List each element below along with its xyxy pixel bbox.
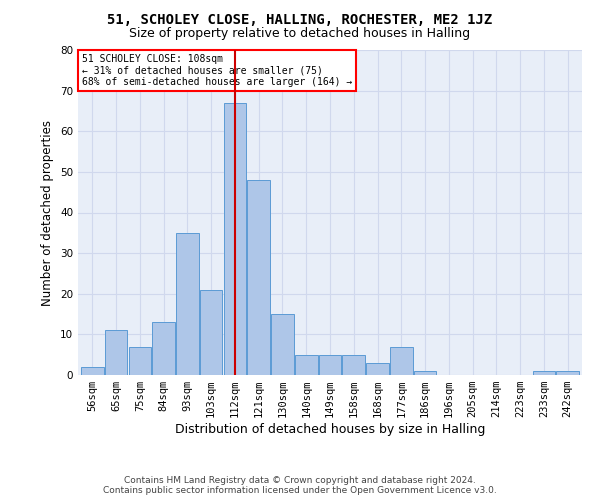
Bar [128,346,151,375]
Bar [366,363,389,375]
Bar [295,354,317,375]
Bar [533,371,555,375]
Text: 51 SCHOLEY CLOSE: 108sqm
← 31% of detached houses are smaller (75)
68% of semi-d: 51 SCHOLEY CLOSE: 108sqm ← 31% of detach… [82,54,352,88]
Bar [176,233,199,375]
Bar [105,330,127,375]
Bar [271,314,294,375]
Bar [556,371,579,375]
Y-axis label: Number of detached properties: Number of detached properties [41,120,55,306]
Bar [390,346,413,375]
Text: Contains HM Land Registry data © Crown copyright and database right 2024.
Contai: Contains HM Land Registry data © Crown c… [103,476,497,495]
Bar [343,354,365,375]
Bar [81,367,104,375]
Bar [319,354,341,375]
Bar [200,290,223,375]
Text: 51, SCHOLEY CLOSE, HALLING, ROCHESTER, ME2 1JZ: 51, SCHOLEY CLOSE, HALLING, ROCHESTER, M… [107,12,493,26]
Bar [224,103,246,375]
Text: Size of property relative to detached houses in Halling: Size of property relative to detached ho… [130,28,470,40]
Bar [247,180,270,375]
Bar [152,322,175,375]
Bar [414,371,436,375]
X-axis label: Distribution of detached houses by size in Halling: Distribution of detached houses by size … [175,423,485,436]
